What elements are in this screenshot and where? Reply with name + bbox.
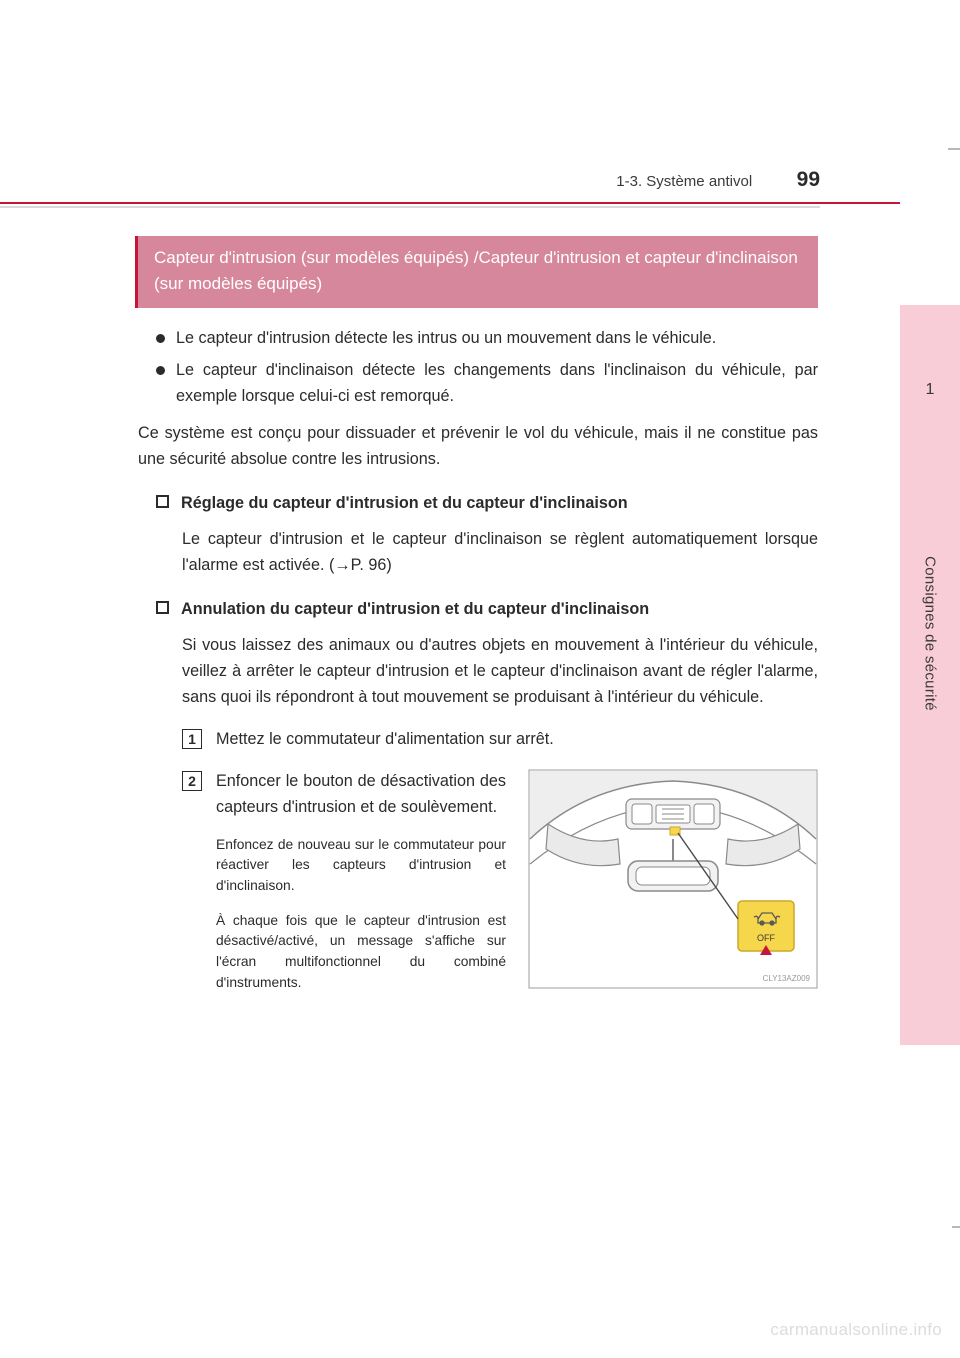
side-thumb-tab: 1 Consignes de sécurité bbox=[900, 305, 960, 1045]
diagram-caption-code: CLY13AZ009 bbox=[763, 974, 811, 983]
side-tab-chapter-label: Consignes de sécurité bbox=[922, 556, 939, 711]
watermark-text: carmanualsonline.info bbox=[770, 1320, 942, 1340]
step-row: 2 Enfoncer le bouton de désactivation de… bbox=[182, 769, 818, 994]
header-rule-red bbox=[0, 202, 900, 204]
step2-main-text: Enfoncer le bouton de désactivation des … bbox=[216, 769, 506, 821]
diagram-svg: OFF CLY13AZ009 bbox=[528, 769, 818, 989]
header-page-number: 99 bbox=[797, 168, 820, 191]
banner-text: Capteur d'intrusion (sur modèles équipés… bbox=[138, 236, 818, 308]
body-text-block: Le capteur d'intrusion détecte les intru… bbox=[138, 326, 818, 994]
step-text: Mettez le commutateur d'alimentation sur… bbox=[216, 727, 554, 753]
bullet-item: Le capteur d'intrusion détecte les intru… bbox=[156, 326, 818, 352]
crop-mark-icon bbox=[948, 148, 960, 160]
intro-paragraph: Ce système est conçu pour dissuader et p… bbox=[138, 421, 818, 473]
overhead-console-diagram: OFF CLY13AZ009 bbox=[528, 769, 818, 989]
header-rule-gray bbox=[0, 206, 820, 208]
section-banner: Capteur d'intrusion (sur modèles équipés… bbox=[138, 236, 818, 308]
subheading-row: Réglage du capteur d'intrusion et du cap… bbox=[156, 491, 818, 517]
step-number-box: 2 bbox=[182, 771, 202, 791]
square-bullet-icon bbox=[156, 495, 169, 508]
square-bullet-icon bbox=[156, 601, 169, 614]
step2-note-text: Enfoncez de nouveau sur le commutateur p… bbox=[216, 835, 506, 897]
bullet-list: Le capteur d'intrusion détecte les intru… bbox=[138, 326, 818, 410]
main-content: Capteur d'intrusion (sur modèles équipés… bbox=[138, 236, 818, 993]
header-section-label: 1-3. Système antivol bbox=[616, 173, 752, 190]
subsection-body: Le capteur d'intrusion et le capteur d'i… bbox=[182, 527, 818, 579]
step2-note-text: À chaque fois que le capteur d'intrusion… bbox=[216, 911, 506, 994]
page-header: 1-3. Système antivol 99 bbox=[0, 0, 960, 210]
step-number-box: 1 bbox=[182, 729, 202, 749]
bullet-item: Le capteur d'inclinaison détecte les cha… bbox=[156, 358, 818, 410]
subsection-body: Si vous laissez des animaux ou d'autres … bbox=[182, 633, 818, 711]
step2-text-column: Enfoncer le bouton de désactivation des … bbox=[216, 769, 506, 994]
crop-mark-icon bbox=[952, 1216, 960, 1228]
subheading-text: Réglage du capteur d'intrusion et du cap… bbox=[181, 491, 628, 517]
step-row: 1 Mettez le commutateur d'alimentation s… bbox=[182, 727, 818, 753]
banner-accent bbox=[135, 236, 138, 308]
subheading-row: Annulation du capteur d'intrusion et du … bbox=[156, 597, 818, 623]
callout-off-label: OFF bbox=[757, 933, 775, 943]
header-text: 1-3. Système antivol 99 bbox=[0, 168, 860, 192]
subheading-text: Annulation du capteur d'intrusion et du … bbox=[181, 597, 649, 623]
side-tab-chapter-number: 1 bbox=[900, 381, 960, 399]
